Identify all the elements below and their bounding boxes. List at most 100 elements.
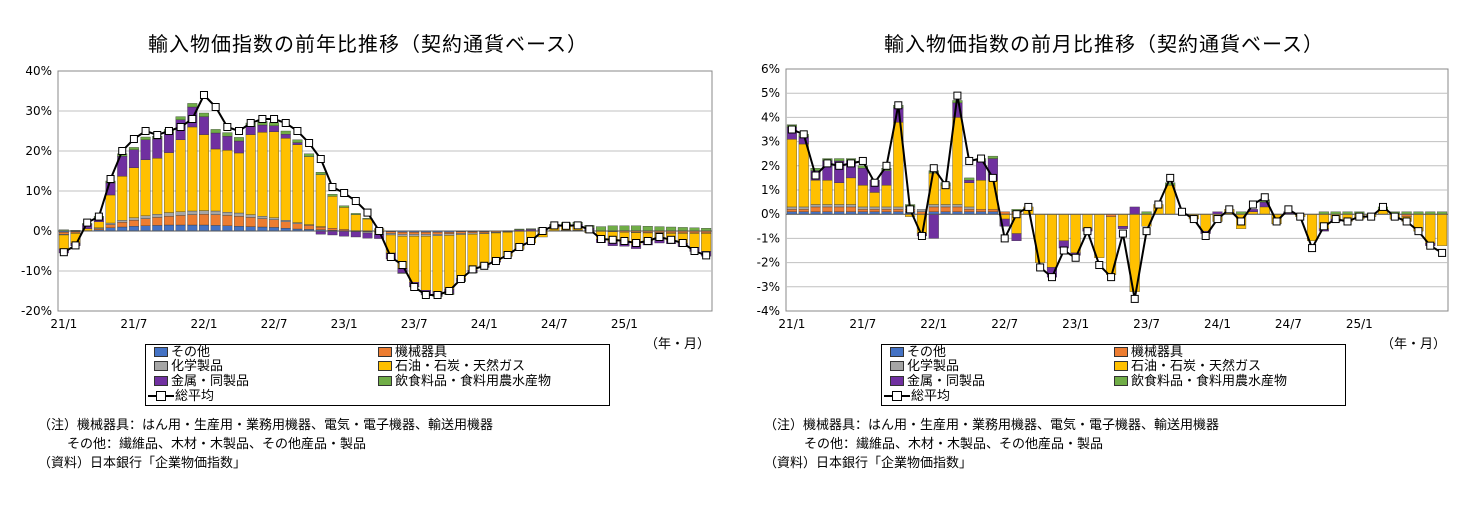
bar-segment-oil — [327, 196, 338, 229]
total-marker — [340, 189, 349, 197]
total-marker — [129, 135, 138, 143]
bar-segment-chemical — [175, 211, 186, 216]
bar-segment-chemical — [257, 216, 268, 219]
bar-segment-oil — [105, 194, 116, 224]
total-marker — [1272, 217, 1281, 226]
bar-segment-other — [269, 227, 280, 232]
bar-segment-metal — [152, 138, 163, 159]
bar-segment-oil — [140, 159, 151, 216]
y-tick-label: 6% — [761, 62, 780, 76]
total-marker — [1402, 217, 1411, 226]
bar-segment-chemical — [857, 206, 868, 210]
bar-segment-metal — [269, 125, 280, 132]
bar-segment-food — [210, 129, 221, 134]
total-marker — [1390, 212, 1399, 221]
bar-segment-machinery — [409, 232, 420, 235]
bar-segment-food — [666, 226, 677, 231]
total-marker — [141, 127, 150, 135]
bar-segment-chemical — [163, 212, 174, 217]
bar-segment-metal — [881, 170, 892, 186]
bar-segment-machinery — [432, 232, 443, 235]
x-tick-label: 21/1 — [50, 317, 77, 331]
bar-segment-machinery — [928, 206, 939, 212]
bar-segment-machinery — [834, 206, 845, 212]
bar-segment-other — [117, 226, 128, 232]
bar-segment-food — [677, 227, 688, 231]
total-marker — [1166, 173, 1175, 182]
bar-segment-machinery — [810, 206, 821, 212]
bar-segment-food — [327, 194, 338, 197]
bar-segment-metal — [339, 231, 350, 237]
total-marker — [188, 115, 197, 123]
bar-segment-other — [222, 225, 233, 232]
bar-segment-chemical — [234, 212, 244, 217]
bar-segment-oil — [350, 214, 361, 231]
bar-segment-chemical — [199, 210, 209, 215]
bar-segment-oil — [881, 184, 892, 208]
legend-swatch — [154, 361, 168, 371]
x-tick-label: 21/7 — [120, 317, 147, 331]
total-marker — [667, 235, 676, 244]
bar-segment-oil — [304, 156, 315, 225]
bar-segment-oil — [1117, 214, 1128, 227]
bar-segment-oil — [479, 233, 490, 266]
bar-segment-food — [526, 228, 536, 230]
bar-segment-other — [187, 224, 198, 232]
bar-segment-oil — [1082, 214, 1093, 229]
legend-item-total: 総平均 — [148, 389, 214, 404]
bar-segment-oil — [409, 236, 420, 283]
total-marker — [153, 131, 162, 139]
total-marker — [917, 231, 926, 240]
bar-segment-oil — [163, 152, 174, 213]
bar-segment-machinery — [199, 214, 209, 226]
total-marker — [573, 221, 582, 230]
bar-segment-chemical — [385, 233, 396, 236]
total-marker — [1296, 212, 1305, 221]
legend-item-oil: 石油・石炭・天然ガス — [378, 359, 525, 374]
total-marker — [929, 164, 938, 173]
y-tick-label: 4% — [761, 110, 780, 124]
bar-segment-machinery — [987, 209, 998, 212]
total-marker — [643, 237, 652, 245]
bar-segment-oil — [1058, 214, 1069, 241]
total-marker — [164, 127, 173, 135]
bar-segment-food — [642, 226, 653, 231]
x-tick-label: 22/1 — [920, 317, 947, 331]
bar-segment-chemical — [869, 206, 880, 210]
total-marker — [491, 257, 500, 265]
bar-segment-chemical — [928, 204, 939, 208]
bar-segment-machinery — [245, 217, 256, 227]
total-marker — [632, 239, 641, 247]
total-marker — [1142, 227, 1151, 236]
bar-segment-oil — [175, 139, 186, 212]
y-tick-label: -3% — [757, 280, 780, 294]
bar-segment-food — [834, 158, 845, 162]
bar-segment-chemical — [292, 222, 303, 224]
bar-segment-chemical — [140, 215, 151, 219]
bar-segment-other — [245, 226, 256, 232]
bar-segment-oil — [257, 132, 268, 217]
bar-segment-oil — [952, 117, 963, 205]
bar-segment-machinery — [304, 225, 315, 230]
legend-item-machinery: 機械器具 — [378, 345, 447, 360]
total-marker — [83, 218, 92, 227]
bar-segment-metal — [210, 132, 221, 150]
bar-segment-food — [187, 103, 198, 108]
bar-segment-oil — [1094, 214, 1105, 258]
total-marker — [1024, 202, 1033, 211]
bar-segment-oil — [490, 232, 501, 262]
total-marker — [316, 155, 325, 163]
total-marker — [363, 208, 372, 217]
total-marker — [293, 127, 302, 135]
bar-segment-metal — [327, 230, 338, 236]
total-marker — [941, 181, 950, 190]
bar-segment-machinery — [467, 231, 478, 234]
bar-segment-machinery — [269, 219, 280, 228]
bar-segment-machinery — [397, 232, 408, 235]
total-marker — [538, 227, 547, 235]
note-line: （注）機械器具：はん用・生産用・業務用機器、電気・電子機器、輸送用機器 — [38, 418, 494, 433]
bar-segment-food — [199, 112, 209, 117]
total-marker — [1331, 215, 1340, 224]
total-marker — [977, 154, 986, 163]
bar-segment-machinery — [455, 231, 466, 234]
